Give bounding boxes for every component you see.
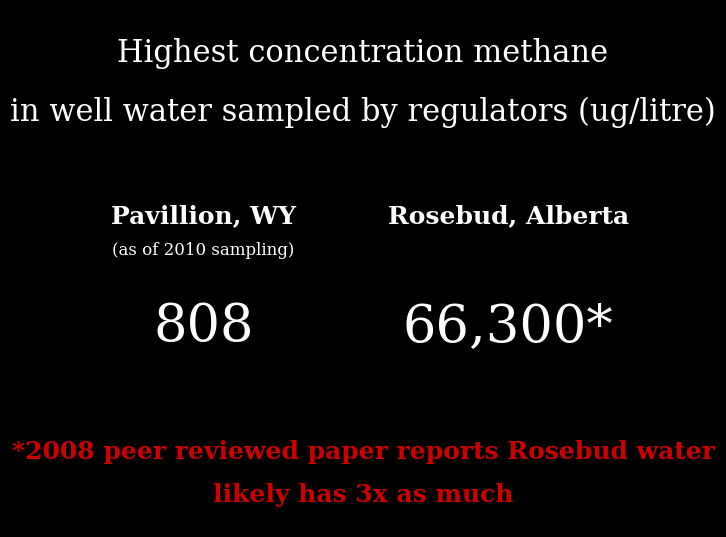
Text: in well water sampled by regulators (ug/litre): in well water sampled by regulators (ug/… — [10, 97, 716, 128]
Text: Rosebud, Alberta: Rosebud, Alberta — [388, 204, 629, 228]
Text: 808: 808 — [153, 301, 253, 352]
Text: Highest concentration methane: Highest concentration methane — [118, 38, 608, 69]
Text: *2008 peer reviewed paper reports Rosebud water: *2008 peer reviewed paper reports Rosebu… — [12, 440, 714, 465]
Text: likely has 3x as much: likely has 3x as much — [213, 483, 513, 507]
Text: (as of 2010 sampling): (as of 2010 sampling) — [112, 242, 295, 259]
Text: 66,300*: 66,300* — [403, 301, 613, 352]
Text: Pavillion, WY: Pavillion, WY — [111, 204, 295, 228]
